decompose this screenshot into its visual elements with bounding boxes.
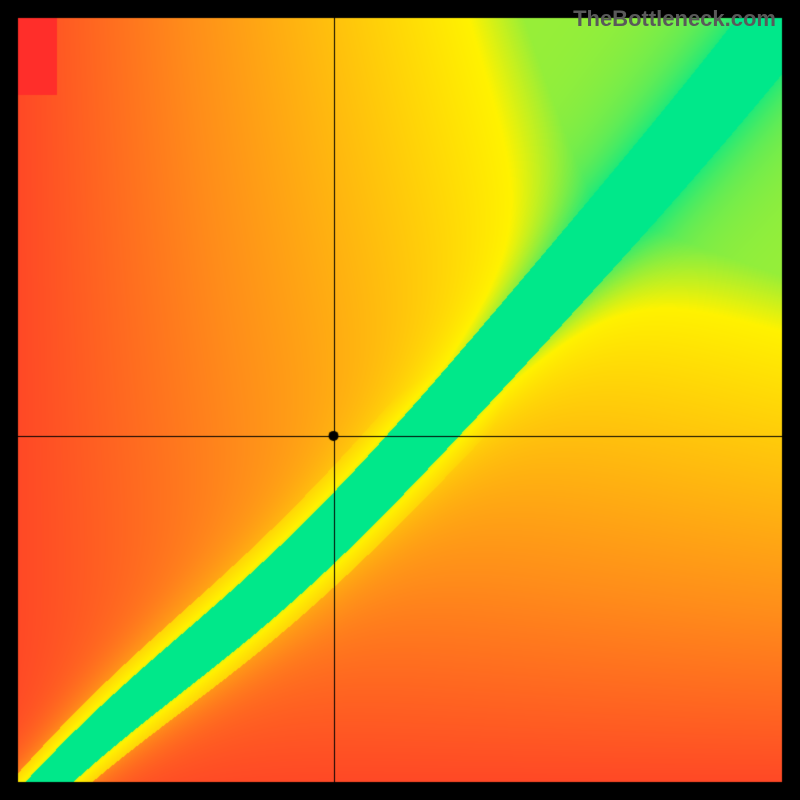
bottleneck-heatmap bbox=[0, 0, 800, 800]
chart-container: TheBottleneck.com bbox=[0, 0, 800, 800]
watermark-text: TheBottleneck.com bbox=[573, 6, 776, 32]
